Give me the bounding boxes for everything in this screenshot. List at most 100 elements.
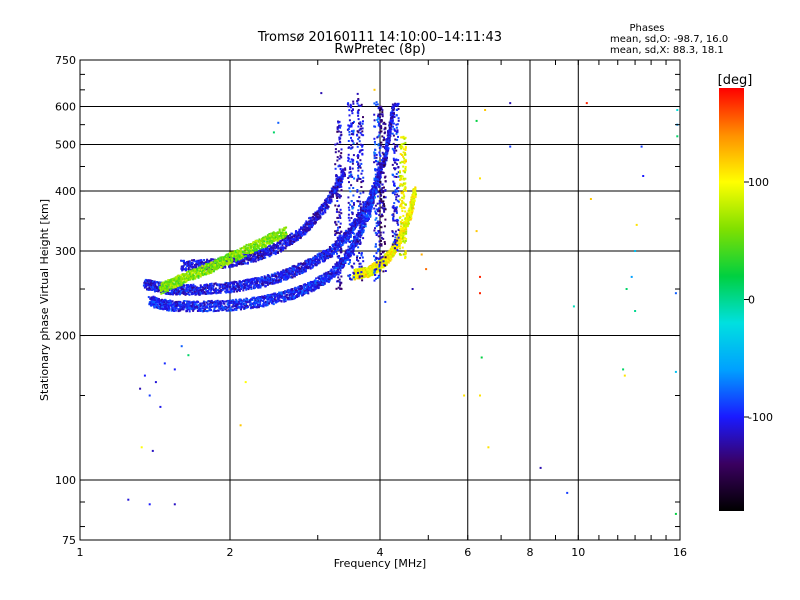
trace-point-O: [391, 115, 394, 118]
trace-point-O: [349, 234, 352, 237]
trace-point-O: [271, 296, 274, 299]
trace-point-O: [304, 283, 307, 286]
trace-point-O: [196, 287, 199, 290]
trace-point-O: [264, 284, 267, 287]
trace-point-O: [148, 285, 151, 288]
trace-point-O: [340, 175, 343, 178]
trace-point-O: [389, 125, 392, 128]
trace-point-O: [275, 294, 277, 297]
trace-point-O: [341, 244, 344, 246]
trace-point-O: [232, 282, 235, 285]
trace-point-O: [330, 190, 333, 193]
trace-point-O: [247, 279, 250, 282]
trace-point-O: [188, 310, 191, 313]
trace-point-O: [169, 302, 172, 305]
trace-point-O: [372, 190, 375, 193]
trace-point-O: [189, 289, 192, 292]
trace-point-O: [151, 280, 154, 283]
trace-point-O: [316, 286, 319, 288]
trace-point-O: [385, 146, 388, 149]
trace-point-O: [180, 259, 183, 262]
trace-point-O: [238, 263, 241, 266]
trace-point-O: [272, 303, 275, 306]
trace-point-O: [301, 269, 304, 271]
trace-point-O: [234, 308, 237, 311]
trace-point-O: [262, 295, 264, 298]
trace-point-O: [252, 260, 255, 263]
trace-point-O: [222, 283, 225, 286]
trace-point-O: [380, 159, 383, 162]
trace-point-O: [250, 280, 252, 282]
trace-point-O: [377, 168, 380, 171]
trace-point-O: [264, 281, 267, 284]
trace-point-O: [153, 301, 156, 304]
trace-point-O: [248, 281, 251, 284]
trace-point-O: [339, 245, 342, 248]
trace-point-O: [384, 161, 387, 164]
trace-point-O: [165, 303, 168, 306]
trace-point-O: [210, 286, 212, 289]
trace-point-O: [386, 150, 389, 153]
trace-point-O: [283, 269, 286, 272]
trace-point-O: [328, 252, 331, 255]
trace-point-O: [179, 300, 182, 303]
trace-point-O: [252, 258, 254, 261]
trace-point-O: [340, 266, 342, 269]
trace-point-O: [342, 175, 345, 178]
trace-point-O: [254, 253, 257, 256]
trace-point-O: [230, 287, 232, 290]
trace-point-O: [201, 307, 204, 310]
trace-point-O: [196, 261, 199, 264]
trace-point-O: [291, 236, 294, 239]
trace-point-O: [214, 290, 217, 293]
trace-point-O: [213, 303, 216, 306]
trace-point-O: [242, 286, 244, 289]
trace-point-O: [186, 308, 189, 311]
trace-point-O: [290, 296, 293, 299]
trace-point-O: [211, 287, 214, 289]
trace-point-O: [329, 248, 332, 251]
trace-point-O: [273, 250, 275, 253]
trace-point-O: [306, 229, 308, 232]
trace-point-O: [325, 256, 328, 259]
trace-point-O: [154, 296, 156, 299]
trace-point-O: [388, 131, 391, 134]
trace-point-O: [391, 120, 394, 123]
trace-point-O: [258, 284, 261, 287]
trace-point-O: [253, 304, 256, 306]
trace-point-O: [252, 287, 255, 290]
trace-point-O: [232, 284, 234, 287]
trace-point-O: [376, 171, 379, 174]
trace-point-O: [154, 282, 157, 285]
trace-point-O: [326, 280, 329, 283]
trace-point-O: [338, 185, 341, 188]
trace-point-O: [337, 271, 340, 274]
trace-point-O: [285, 275, 287, 278]
trace-point-O: [208, 284, 211, 287]
trace-point-O: [312, 264, 315, 267]
trace-point-O: [388, 132, 391, 135]
trace-point-O: [143, 280, 146, 283]
trace-point-O: [385, 154, 388, 157]
trace-point-O: [312, 222, 314, 225]
trace-point-O: [327, 255, 330, 258]
trace-point-O: [227, 285, 230, 288]
trace-point-O: [298, 233, 301, 236]
trace-point-O: [233, 305, 235, 308]
trace-point-O: [329, 202, 332, 205]
trace-point-O: [278, 299, 281, 302]
trace-point-O: [317, 218, 320, 221]
trace-point-O: [207, 300, 209, 303]
trace-point-O: [240, 300, 243, 303]
trace-point-O: [283, 271, 286, 274]
trace-point-O: [167, 306, 170, 309]
trace-point-O: [226, 283, 229, 286]
trace-point-O: [364, 208, 367, 211]
trace-point-O: [338, 264, 341, 267]
trace-point-O: [289, 237, 292, 239]
trace-point-O: [278, 274, 281, 277]
trace-point-O: [188, 308, 191, 311]
trace-point-O: [311, 262, 314, 265]
trace-point-O: [389, 127, 391, 130]
trace-point-O: [344, 251, 347, 254]
